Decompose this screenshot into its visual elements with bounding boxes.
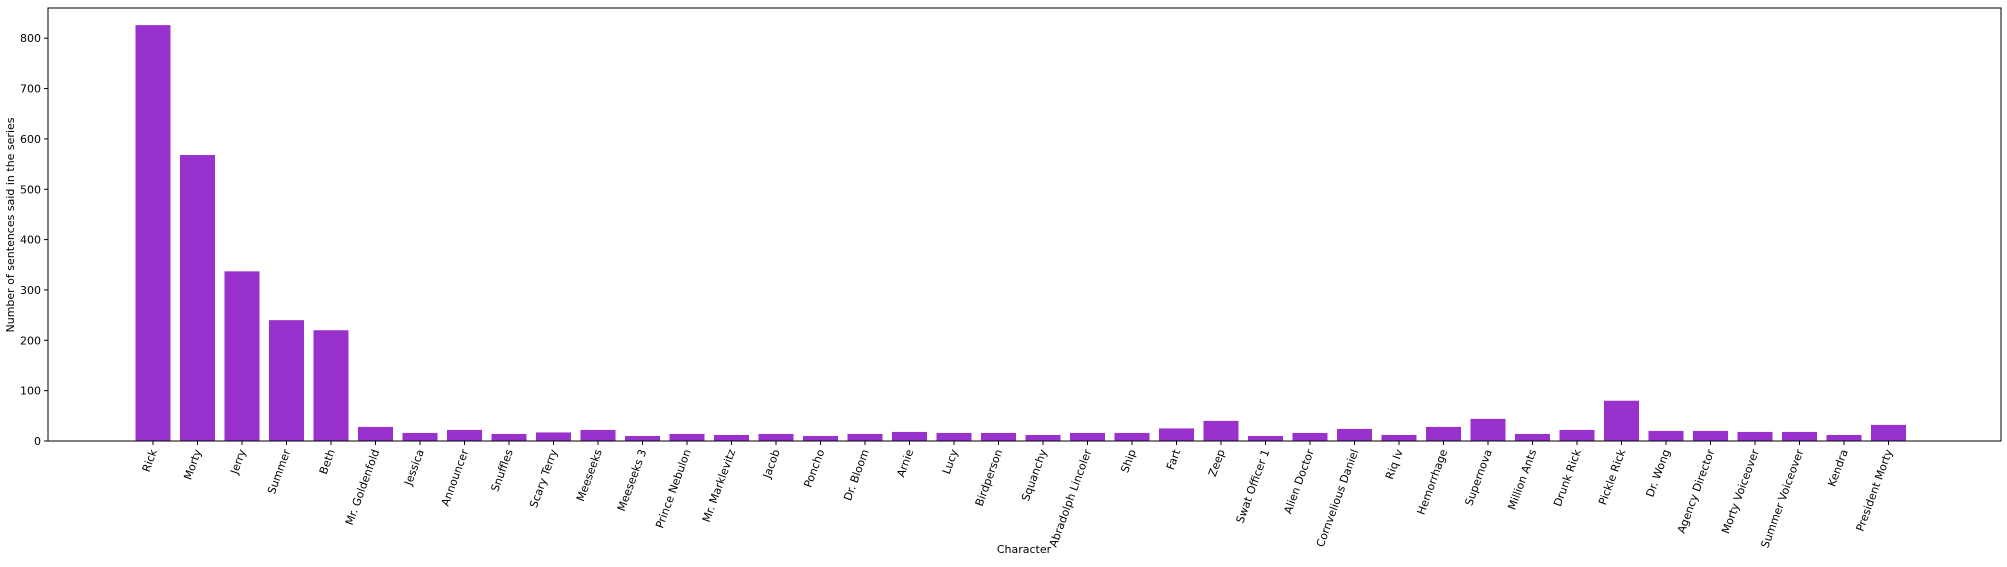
- y-tick-label: 800: [20, 32, 41, 45]
- x-tick-label: President Morty: [1854, 447, 1896, 533]
- x-tick-label: Fart: [1164, 447, 1184, 472]
- x-tick-label: Rick: [140, 447, 160, 474]
- bar-announcer: [447, 429, 482, 441]
- x-tick-label: Alien Doctor: [1281, 447, 1317, 515]
- x-tick-label: Abradolph Lincoler: [1047, 447, 1095, 549]
- x-tick-label: Kendra: [1825, 448, 1850, 489]
- bar-zeep: [1203, 420, 1239, 441]
- x-tick-label: Agency Director: [1675, 447, 1718, 535]
- bar-ship: [1114, 432, 1150, 441]
- x-tick-label: Meeseeks 3: [615, 448, 649, 513]
- x-tick-label: Cornvelious Daniel: [1314, 448, 1361, 549]
- bar-summer-voiceover: [1782, 431, 1817, 441]
- y-tick-label: 100: [20, 385, 41, 398]
- x-tick-label: Dr. Bloom: [841, 448, 872, 503]
- x-tick-label: Million Ants: [1505, 447, 1539, 511]
- x-tick-label: Pickle Rick: [1596, 447, 1628, 507]
- x-tick-label: Summer: [265, 447, 293, 496]
- x-tick-label: Swat Officer 1: [1234, 448, 1273, 525]
- bar-abradolph-lincoler: [1070, 432, 1105, 441]
- x-tick-label: Jessica: [401, 448, 426, 488]
- bar-snuffles: [491, 433, 527, 441]
- y-tick-label: 0: [34, 435, 41, 448]
- x-axis-title: Character: [997, 543, 1052, 556]
- x-tick-label: Squanchy: [1019, 447, 1050, 503]
- x-tick-label: Beth: [317, 448, 338, 477]
- x-tick-label: Morty Voiceover: [1719, 447, 1762, 535]
- bar-pickle-rick: [1604, 400, 1639, 441]
- y-ticks: 0 100 200 300 400 500 600 700 800: [20, 32, 48, 448]
- bar-prince-nebulon: [669, 433, 705, 441]
- bar-jessica: [402, 432, 438, 441]
- x-tick-label: Drunk Rick: [1551, 447, 1584, 508]
- bar-mr-goldenfold: [358, 426, 393, 441]
- bar-kendra: [1826, 434, 1862, 441]
- y-tick-label: 500: [20, 183, 41, 196]
- bar-beth: [313, 330, 349, 441]
- x-tick-label: Jerry: [228, 447, 249, 477]
- bar-cornvelious-daniel: [1337, 428, 1372, 441]
- bar-alien-doctor: [1292, 432, 1328, 441]
- y-tick-label: 700: [20, 83, 41, 96]
- bar-dr-wong: [1648, 430, 1684, 441]
- x-tick-label: Scary Terry: [527, 447, 560, 509]
- y-tick-label: 300: [20, 284, 41, 297]
- x-tick-label: Arnie: [894, 447, 916, 479]
- bar-summer: [269, 320, 304, 441]
- x-tick-label: Prince Nebulon: [653, 448, 694, 530]
- x-tick-label: Poncho: [802, 447, 828, 489]
- x-ticks: Rick Morty Jerry Summer Beth Mr. Goldenfold Je…: [140, 441, 1896, 550]
- x-tick-label: Riq Iv: [1383, 447, 1406, 481]
- x-tick-label: Zeep: [1206, 448, 1228, 479]
- bar-jacob: [758, 433, 794, 441]
- bar-squanchy: [1025, 434, 1061, 441]
- y-tick-label: 600: [20, 133, 41, 146]
- y-tick-label: 200: [20, 334, 41, 347]
- bar-dr-bloom: [847, 433, 883, 441]
- x-tick-label: Morty: [181, 447, 204, 482]
- bar-birdperson: [981, 432, 1016, 441]
- x-tick-label: Supernova: [1462, 448, 1494, 508]
- bar-mr-marklevitz: [714, 434, 749, 441]
- x-tick-label: Mr. Goldenfold: [343, 448, 382, 527]
- x-tick-label: Summer Voiceover: [1759, 447, 1807, 550]
- bar-president-morty: [1871, 424, 1906, 441]
- bar-meeseeks-3: [625, 435, 660, 441]
- x-tick-label: Snuffles: [489, 447, 516, 493]
- bar-morty-voiceover: [1737, 431, 1773, 441]
- plot-background: [48, 8, 2001, 441]
- bar-riq-iv: [1381, 434, 1417, 441]
- bar-million-ants: [1515, 433, 1550, 441]
- x-tick-label: Lucy: [940, 447, 961, 476]
- x-tick-label: Birdperson: [973, 448, 1006, 508]
- bar-poncho: [803, 435, 838, 441]
- bar-lucy: [936, 432, 972, 441]
- bar-fart: [1159, 428, 1194, 441]
- x-tick-label: Mr. Marklevitz: [700, 447, 738, 524]
- bar-swat-officer-1: [1248, 435, 1283, 441]
- bar-agency-director: [1693, 430, 1728, 441]
- x-tick-label: Jacob: [760, 448, 783, 481]
- bar-morty: [180, 155, 215, 441]
- y-axis-title: Number of sentences said in the series: [4, 117, 17, 332]
- bar-arnie: [892, 431, 927, 441]
- plot-frame: [47, 7, 2002, 442]
- bar-meeseeks: [580, 429, 616, 441]
- bar-jerry: [224, 271, 260, 441]
- bar-drunk-rick: [1559, 429, 1595, 441]
- y-tick-label: 400: [20, 234, 41, 247]
- bar-scary-terry: [536, 432, 571, 441]
- bar-rick: [135, 25, 171, 442]
- bar-hemorrhage: [1426, 426, 1461, 441]
- x-tick-label: Dr. Wong: [1644, 448, 1673, 499]
- x-tick-label: Hemorrhage: [1415, 447, 1451, 516]
- x-tick-label: Announcer: [439, 447, 472, 508]
- x-tick-label: Meeseeks: [574, 447, 605, 503]
- x-tick-label: Ship: [1118, 448, 1138, 475]
- bar-supernova: [1470, 418, 1506, 441]
- bars-layer: [135, 25, 1906, 442]
